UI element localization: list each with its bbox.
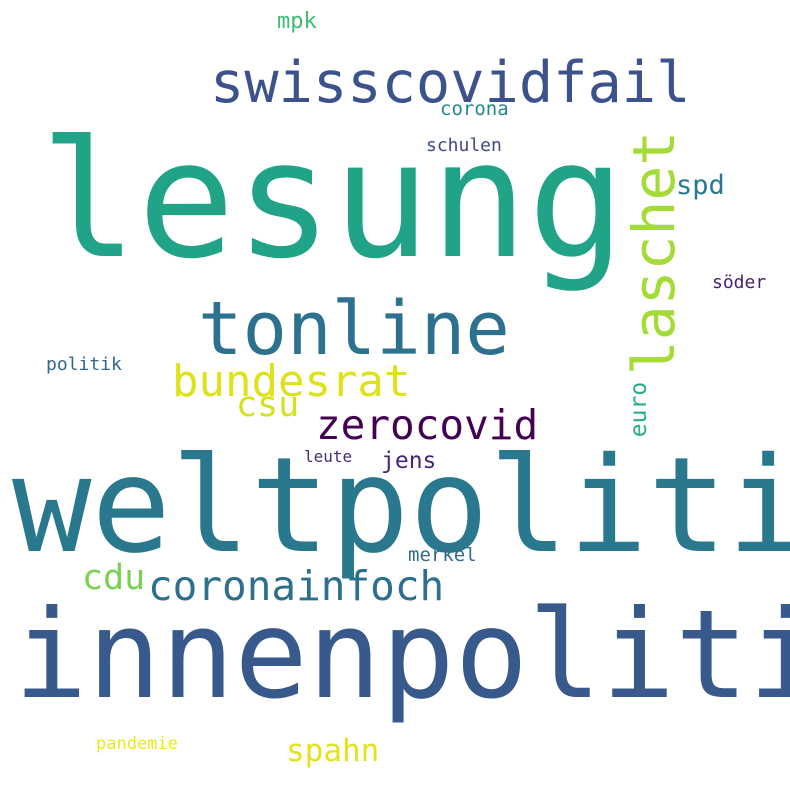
word-merkel: merkel (408, 544, 477, 566)
word-schulen: schulen (426, 135, 502, 156)
word-corona: corona (440, 98, 509, 120)
word-coronainfoch: coronainfoch (148, 562, 445, 610)
word-jens: jens (381, 448, 437, 474)
word-spd: spd (676, 170, 725, 201)
word-euro: euro (626, 381, 653, 438)
word-csu: csu (236, 385, 300, 425)
word-soder: söder (712, 272, 767, 293)
word-pandemie: pandemie (96, 734, 178, 754)
word-swisscovidfail: swisscovidfail (210, 50, 691, 116)
word-spahn: spahn (286, 733, 380, 769)
word-tonline: tonline (198, 286, 510, 372)
word-zerocovid: zerocovid (316, 401, 539, 449)
word-innenpolitik: innenpolitik (14, 584, 790, 726)
word-mpk: mpk (277, 9, 317, 34)
word-weltpolitik: weltpolitik (12, 429, 790, 583)
word-bundesrat: bundesrat (172, 356, 411, 407)
word-politik: politik (46, 354, 122, 375)
word-leute: leute (304, 447, 353, 466)
word-cdu: cdu (82, 558, 146, 598)
word-lesung: lesung (40, 107, 626, 295)
word-laschet: laschet (620, 130, 689, 376)
